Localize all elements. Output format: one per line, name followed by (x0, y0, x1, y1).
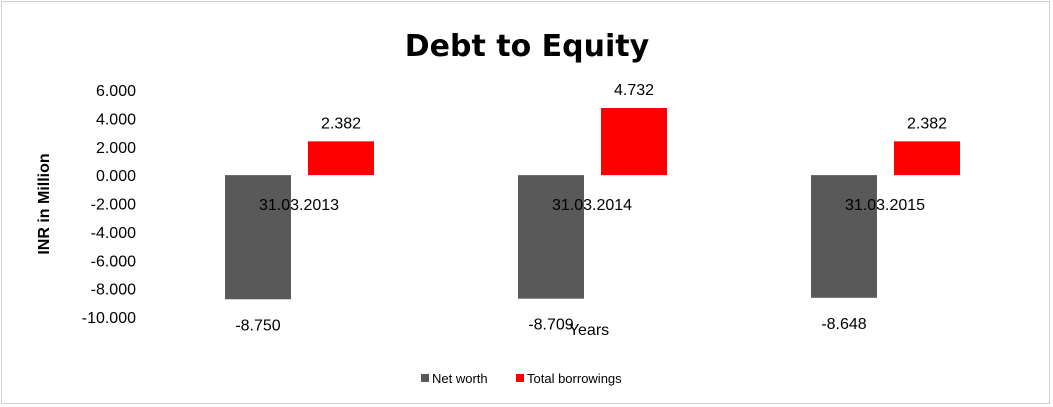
y-tick-label: -10.000 (82, 310, 136, 327)
data-label: -8.750 (235, 317, 280, 334)
y-tick-label: -8.000 (91, 282, 136, 299)
category-labels: 31.03.2013 31.03.2014 31.03.2015 (259, 197, 925, 214)
data-label: 2.382 (907, 115, 947, 132)
bar-total-borrowings (894, 141, 960, 176)
data-label: 4.732 (614, 82, 654, 99)
category-label: 31.03.2015 (845, 197, 925, 214)
bar-net-worth (811, 175, 877, 298)
y-tick-label: 2.000 (96, 140, 136, 157)
y-axis-title: INR in Million (36, 153, 53, 254)
data-labels: -8.750 -8.709 -8.648 2.382 4.732 2.382 (235, 82, 947, 334)
data-label: -8.648 (821, 316, 866, 333)
y-tick-label: 4.000 (96, 111, 136, 128)
category-label: 31.03.2014 (552, 197, 632, 214)
y-tick-label: 0.000 (96, 168, 136, 185)
bars (225, 107, 960, 300)
bar-total-borrowings (601, 107, 667, 176)
data-label: -8.709 (528, 317, 573, 334)
chart-title: Debt to Equity (405, 29, 650, 64)
bar-net-worth (518, 175, 584, 299)
legend: Net worth Total borrowings (421, 371, 622, 386)
legend-swatch (516, 374, 524, 382)
y-tick-label: -6.000 (91, 253, 136, 270)
legend-swatch (421, 374, 429, 382)
data-label: 2.382 (321, 115, 361, 132)
y-tick-label: 6.000 (96, 83, 136, 100)
y-tick-label: -4.000 (91, 225, 136, 242)
bar-net-worth (225, 175, 291, 300)
legend-label: Net worth (432, 371, 488, 386)
category-label: 31.03.2013 (259, 197, 339, 214)
y-axis-ticks: 6.000 4.000 2.000 0.000 -2.000 -4.000 -6.000 -8… (82, 83, 136, 327)
legend-label: Total borrowings (527, 371, 622, 386)
x-axis-title: Years (569, 322, 609, 339)
y-tick-label: -2.000 (91, 197, 136, 214)
bar-total-borrowings (308, 141, 374, 176)
